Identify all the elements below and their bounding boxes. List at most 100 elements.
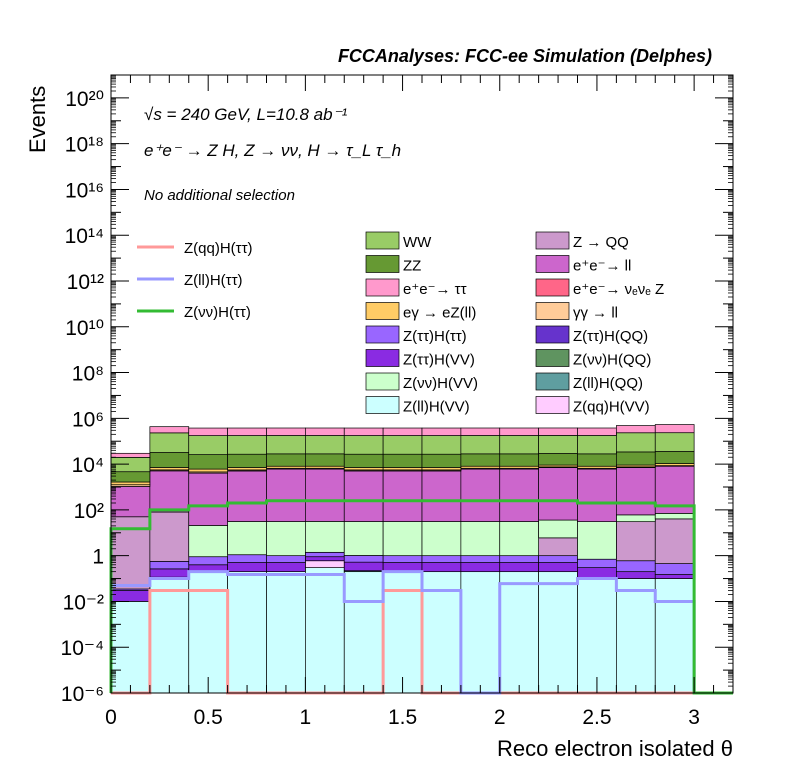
legend-label: Z → QQ <box>573 234 629 251</box>
stack-bar-6-bin-9 <box>460 555 501 563</box>
stack-bar-12-bin-2 <box>188 468 228 473</box>
stack-bar-14-bin-7 <box>382 435 423 455</box>
stacked-bars <box>110 424 695 694</box>
stack-bar-13-bin-1 <box>149 452 190 468</box>
legend-label: e⁺e⁻→ ττ <box>403 281 467 298</box>
process-label: e⁺e⁻ → Z H, Z → νν, H → τ_L τ_h <box>144 141 401 160</box>
stack-bar-14-bin-10 <box>499 435 539 455</box>
signal-line-1 <box>109 570 733 695</box>
stack-bar-8-bin-13 <box>616 514 656 523</box>
stack-bar-13-bin-11 <box>538 453 578 466</box>
stack-bar-0-bin-9 <box>460 571 501 694</box>
stack-bar-6-bin-4 <box>266 555 306 563</box>
stack-bar-9-bin-3 <box>227 470 267 522</box>
stack-bar-13-bin-10 <box>499 453 539 467</box>
legend-box-swatch <box>365 349 400 367</box>
legend-box-swatch <box>365 396 400 414</box>
y-tick-label: 10⁻⁶ <box>61 683 104 706</box>
y-tick-label: 10¹⁴ <box>65 225 104 248</box>
x-tick-label: 0 <box>105 706 117 729</box>
stack-bar-9-bin-8 <box>421 470 462 522</box>
y-tick-label: 10⁻² <box>63 591 104 614</box>
stack-bar-9-bin-11 <box>538 467 578 521</box>
stack-bar-8-bin-10 <box>499 521 539 557</box>
chart-header-title: FCCAnalyses: FCC-ee Simulation (Delphes) <box>338 46 712 66</box>
stack-bar-1-bin-5 <box>305 560 345 568</box>
y-tick-label: 10¹² <box>67 271 104 294</box>
stack-bar-0-bin-12 <box>577 578 617 694</box>
y-tick-label: 10¹⁰ <box>65 317 104 340</box>
signal-line-2 <box>109 499 733 695</box>
y-tick-label: 10²⁰ <box>65 88 104 111</box>
stack-bar-13-bin-3 <box>227 453 267 468</box>
stack-bar-7-bin-14 <box>654 518 695 564</box>
x-tick-label: 1 <box>300 706 312 729</box>
legend-label: Z(ττ)H(VV) <box>403 352 475 369</box>
stack-bar-15-bin-1 <box>149 426 190 434</box>
legend-label: γγ → ll <box>573 305 618 322</box>
stack-bar-6-bin-13 <box>616 560 656 573</box>
stack-bar-12-bin-6 <box>343 467 384 471</box>
stack-bar-6-bin-10 <box>499 555 539 563</box>
stack-bar-5-bin-8 <box>421 562 462 573</box>
stack-bar-6-bin-8 <box>421 555 462 563</box>
stack-bar-6-bin-14 <box>654 563 695 575</box>
stack-bar-7-bin-13 <box>616 521 656 562</box>
stack-bar-14-bin-5 <box>305 435 345 455</box>
stack-bar-9-bin-10 <box>499 468 539 522</box>
y-tick-label: 1 <box>92 546 104 569</box>
stack-bar-15-bin-0 <box>110 452 151 458</box>
stack-bar-12-bin-7 <box>382 467 423 471</box>
legend-label: e⁺e⁻→ νₑνₑ Z <box>573 281 664 298</box>
stack-bar-13-bin-2 <box>188 454 228 470</box>
stack-bar-8-bin-7 <box>382 521 423 557</box>
stack-bar-8-bin-9 <box>460 521 501 557</box>
stack-bar-14-bin-12 <box>577 435 617 455</box>
stack-bar-15-bin-3 <box>227 427 267 436</box>
stack-bar-14-bin-11 <box>538 435 578 454</box>
stack-bar-13-bin-4 <box>266 453 306 467</box>
stack-bar-5-bin-11 <box>538 562 578 573</box>
stack-bar-0-bin-6 <box>343 571 384 694</box>
legend-box-swatch <box>535 396 570 414</box>
stack-bar-9-bin-12 <box>577 468 617 522</box>
x-tick-label: 0.5 <box>194 706 223 729</box>
selection-label: No additional selection <box>144 187 295 204</box>
stack-bar-14-bin-1 <box>149 432 190 453</box>
stack-bar-9-bin-13 <box>616 467 656 516</box>
stack-bar-0-bin-5 <box>305 567 345 694</box>
legend-box-swatch <box>535 349 570 367</box>
stack-bar-15-bin-9 <box>460 427 501 436</box>
legend-label: Z(qq)H(ττ) <box>184 240 253 257</box>
y-tick-label: 10¹⁸ <box>65 134 104 157</box>
x-tick-label: 1.5 <box>388 706 417 729</box>
stack-bar-0-bin-3 <box>227 571 267 694</box>
x-tick-label: 3 <box>688 706 700 729</box>
stack-bar-13-bin-8 <box>421 453 462 468</box>
stack-bar-13-bin-13 <box>616 451 656 466</box>
stack-bar-8-bin-14 <box>654 513 695 520</box>
stack-bar-15-bin-5 <box>305 427 345 436</box>
legend-label: Z(qq)H(VV) <box>573 399 650 416</box>
y-tick-label: 10¹⁶ <box>65 179 104 202</box>
stack-bar-0-bin-4 <box>266 571 306 694</box>
stack-bar-8-bin-4 <box>266 521 306 557</box>
stack-bar-5-bin-1 <box>149 568 190 578</box>
y-axis-label: Events <box>25 86 50 153</box>
stack-bar-15-bin-12 <box>577 427 617 436</box>
y-tick-label: 10⁸ <box>72 363 104 386</box>
stack-bar-5-bin-10 <box>499 562 539 573</box>
legend-box-swatch <box>365 278 400 297</box>
stack-bar-7-bin-11 <box>538 537 578 557</box>
stack-bar-6-bin-2 <box>188 556 228 566</box>
stack-bar-5-bin-9 <box>460 562 501 573</box>
stack-bar-9-bin-4 <box>266 468 306 522</box>
stack-bar-5-bin-12 <box>577 567 617 579</box>
stack-bar-12-bin-0 <box>110 481 151 486</box>
legend-label: ZZ <box>403 258 421 275</box>
stack-bar-14-bin-3 <box>227 435 267 455</box>
legend-label: Z(ll)H(VV) <box>403 399 470 416</box>
stack-bar-6-bin-11 <box>538 555 578 563</box>
x-tick-label: 2.5 <box>582 706 611 729</box>
